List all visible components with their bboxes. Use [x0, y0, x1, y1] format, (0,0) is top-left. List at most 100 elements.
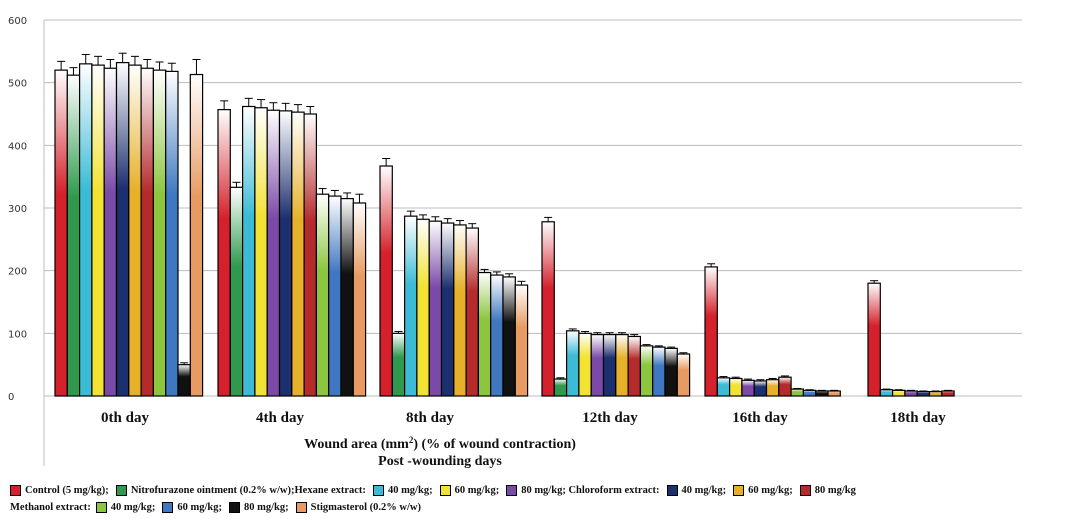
legend-label: 80 mg/kg; [244, 502, 289, 513]
legend-swatch [506, 485, 518, 496]
y-tick-label: 500 [8, 79, 27, 90]
bar [440, 222, 455, 397]
legend-swatch [733, 485, 745, 496]
bar-chart: 0 100 200 300 400 500 600 0th day 4th day 8th da… [8, 16, 1022, 469]
legend-entry: 60 mg/kg; [162, 502, 222, 513]
bar [352, 202, 367, 397]
bar [502, 276, 516, 397]
legend-label: 40 mg/kg; [387, 485, 433, 496]
legend-entry: Stigmasterol (0.2% w/w) [295, 502, 421, 513]
bar [802, 389, 817, 397]
legend-swatch [666, 485, 678, 496]
bar [778, 376, 792, 397]
bar [565, 330, 580, 397]
bar [891, 389, 906, 397]
bar [477, 271, 492, 397]
bar [615, 333, 629, 397]
legend-swatch [162, 502, 174, 513]
bar [416, 218, 430, 397]
bar [152, 69, 167, 397]
bar [315, 193, 330, 397]
legend-label: 60 mg/kg; [454, 485, 500, 496]
bar [928, 391, 943, 397]
bar [189, 73, 204, 397]
bar [404, 215, 418, 397]
y-tick-label: 200 [8, 267, 27, 278]
x-tick-label: 0th day [101, 410, 149, 426]
y-tick-label: 300 [8, 204, 27, 215]
bar [879, 389, 894, 397]
bar [266, 109, 281, 397]
bar [379, 165, 393, 397]
legend-entry: 60 mg/kg; [439, 485, 500, 496]
bar [303, 113, 318, 397]
legend-entry: 80 mg/kg; [229, 502, 289, 513]
legend-label: 80 mg/kg [814, 485, 856, 496]
bar [716, 377, 731, 397]
legend-group-label: Methanol extract: [10, 502, 91, 513]
bar [941, 390, 955, 397]
bar [465, 227, 480, 397]
legend-swatch [229, 502, 241, 513]
x-axis-label-line2: Post -wounding days [378, 454, 502, 469]
legend-swatch [95, 502, 107, 513]
legend-swatch [439, 485, 451, 496]
legend-label: 40 mg/kg; [681, 485, 727, 496]
legend-label: 40 mg/kg; [110, 502, 156, 513]
bar [91, 64, 105, 397]
legend-row-1: Control (5 mg/kg); Nitrofurazone ointment… [10, 482, 1084, 499]
bar [602, 333, 617, 397]
bar [765, 379, 780, 397]
bar [54, 69, 68, 397]
y-tick-label: 0 [8, 392, 14, 403]
bar [639, 345, 654, 397]
legend-swatch [372, 485, 384, 496]
bar [278, 110, 293, 397]
bar [165, 70, 179, 397]
x-tick-label: 18th day [890, 410, 946, 426]
legend-entry: Nitrofurazone ointment (0.2% w/w);Hexane… [115, 485, 366, 496]
bar [514, 284, 529, 397]
legend-entry: Control (5 mg/kg); [10, 485, 109, 496]
legend-swatch [115, 485, 127, 496]
bar [453, 224, 467, 397]
bar [217, 109, 231, 397]
legend-entry: 40 mg/kg; [666, 485, 727, 496]
legend-swatch [295, 502, 307, 513]
legend-swatch [799, 485, 811, 496]
bar [254, 107, 268, 397]
bar [328, 195, 342, 397]
legend-entry: 60 mg/kg; [733, 485, 793, 496]
bar [291, 111, 305, 397]
legend-label: 80 mg/kg; Chloroform extract: [521, 485, 660, 496]
legend-label: Control (5 mg/kg); [25, 485, 109, 496]
bar [827, 390, 841, 397]
legend-label: Nitrofurazone ointment (0.2% w/w);Hexane… [130, 485, 366, 496]
y-tick-label: 400 [8, 141, 27, 152]
bar [627, 335, 641, 397]
legend-label: Methanol extract: [10, 502, 91, 513]
bar [916, 391, 931, 397]
bar [229, 186, 244, 397]
bar [115, 62, 130, 397]
y-axis: 0 100 200 300 400 500 600 [8, 16, 45, 466]
legend-label: Stigmasterol (0.2% w/w) [310, 502, 421, 513]
x-tick-label: 12th day [582, 410, 638, 426]
x-tick-label: 16th day [732, 410, 788, 426]
bar [741, 379, 755, 397]
legend: Control (5 mg/kg); Nitrofurazone ointment… [10, 482, 1084, 516]
x-axis-label-line1: Wound area (mm2) (% of wound contraction… [304, 435, 576, 452]
bar [704, 266, 718, 397]
x-axis-categories: 0th day 4th day 8th day 12th day 16th day 18t… [101, 410, 946, 426]
bar [652, 346, 666, 397]
bar [541, 221, 555, 397]
bar [664, 347, 678, 397]
bars [54, 52, 955, 397]
bar [867, 282, 881, 397]
legend-entry: 40 mg/kg; [95, 502, 156, 513]
legend-entry: 80 mg/kg [799, 485, 856, 496]
legend-label: 60 mg/kg; [177, 502, 223, 513]
legend-label: 60 mg/kg; [748, 485, 793, 496]
bar [753, 380, 768, 397]
bar [590, 333, 605, 397]
